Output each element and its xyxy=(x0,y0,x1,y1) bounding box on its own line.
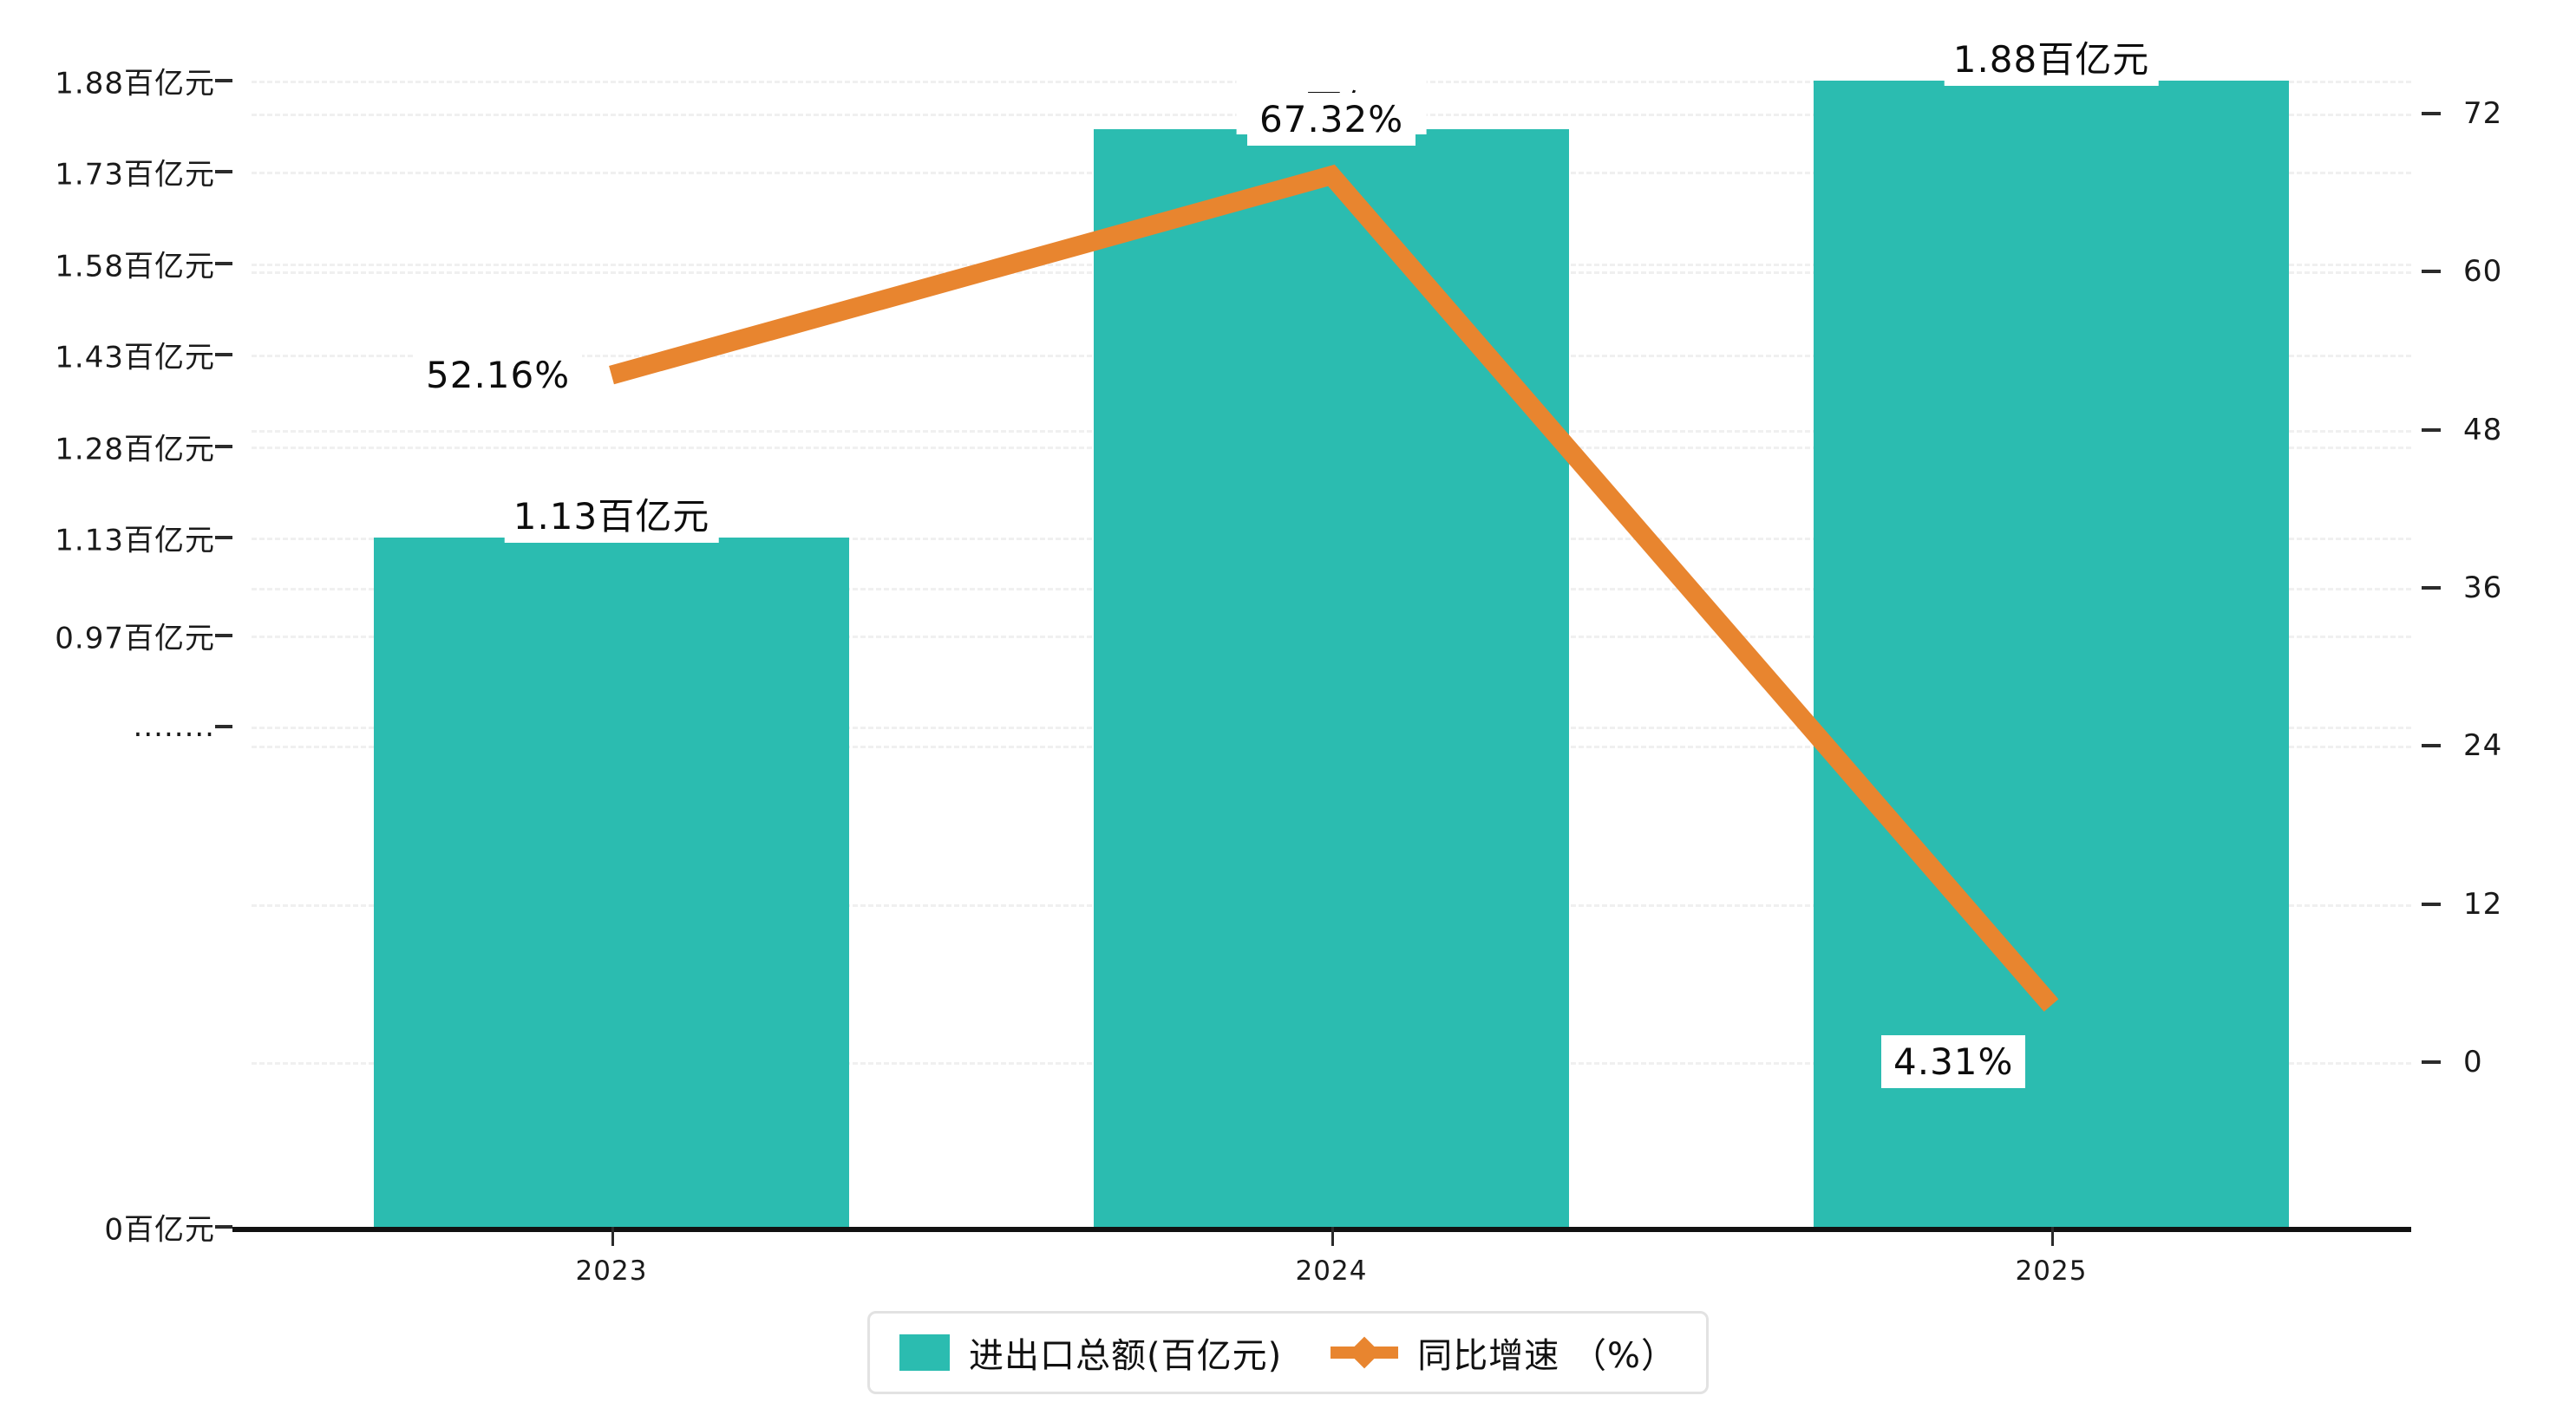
y-tick-label-left-0: 0百亿元 xyxy=(104,1212,215,1248)
y-tick-label-left-7: 1.73百亿元 xyxy=(55,157,215,192)
y-tick-left-5 xyxy=(215,353,232,357)
legend-label-line: 同比增速 （%） xyxy=(1417,1336,1677,1376)
legend-item-bar[interactable]: 进出口总额(百亿元) xyxy=(899,1327,1282,1378)
y-tick-label-left-3: 1.13百亿元 xyxy=(55,523,215,558)
y-tick-right-0 xyxy=(2422,1060,2441,1065)
x-tick-label-2023: 2023 xyxy=(575,1255,648,1287)
y-tick-right-4 xyxy=(2422,427,2441,432)
y-tick-left-6 xyxy=(215,261,232,265)
y-tick-label-right-3: 36 xyxy=(2463,571,2503,606)
y-tick-right-3 xyxy=(2422,586,2441,590)
y-tick-label-left-1: ........ xyxy=(133,709,215,745)
line-value-label-2024: 67.32% xyxy=(1247,93,1416,147)
y-tick-left-2 xyxy=(215,633,232,637)
bar-2023[interactable] xyxy=(374,538,849,1227)
x-tick-label-2024: 2024 xyxy=(1295,1255,1368,1287)
bar-value-label-2025: 1.88百亿元 xyxy=(1944,27,2159,86)
chart-legend[interactable]: 进出口总额(百亿元) 同比增速 （%） xyxy=(867,1311,1709,1394)
line-value-label-2023: 52.16% xyxy=(414,349,583,402)
y-tick-left-3 xyxy=(215,536,232,540)
y-tick-left-1 xyxy=(215,725,232,729)
line-value-label-2025: 4.31% xyxy=(1881,1034,2026,1088)
y-tick-label-left-4: 1.28百亿元 xyxy=(55,432,215,467)
x-tick-label-2025: 2025 xyxy=(2015,1255,2088,1287)
y-tick-label-right-6: 72 xyxy=(2463,96,2503,132)
y-tick-left-0 xyxy=(215,1225,232,1229)
y-tick-label-left-5: 1.43百亿元 xyxy=(55,340,215,375)
y-tick-label-left-8: 1.88百亿元 xyxy=(55,66,215,101)
line-swatch-icon xyxy=(1330,1334,1399,1371)
legend-item-line[interactable]: 同比增速 （%） xyxy=(1330,1327,1677,1378)
y-tick-right-5 xyxy=(2422,270,2441,274)
y-tick-right-6 xyxy=(2422,112,2441,116)
bar-value-label-2023: 1.13百亿元 xyxy=(504,485,719,544)
bar-2024[interactable] xyxy=(1094,129,1569,1227)
legend-label-bar: 进出口总额(百亿元) xyxy=(969,1336,1283,1376)
y-tick-right-2 xyxy=(2422,744,2441,748)
y-tick-left-8 xyxy=(215,78,232,82)
y-tick-label-right-5: 60 xyxy=(2463,254,2503,290)
y-tick-label-right-0: 0 xyxy=(2463,1045,2483,1080)
y-tick-left-4 xyxy=(215,444,232,448)
y-tick-label-right-2: 24 xyxy=(2463,728,2503,764)
x-axis-line xyxy=(232,1227,2411,1232)
x-tick-2025 xyxy=(2051,1227,2054,1246)
x-tick-2023 xyxy=(611,1227,614,1246)
y-tick-label-left-2: 0.97百亿元 xyxy=(55,621,215,656)
x-tick-2024 xyxy=(1331,1227,1334,1246)
y-tick-label-left-6: 1.58百亿元 xyxy=(55,249,215,284)
y-tick-right-1 xyxy=(2422,902,2441,906)
bar-swatch-icon xyxy=(899,1334,951,1371)
y-tick-left-7 xyxy=(215,170,232,174)
y-tick-label-right-1: 12 xyxy=(2463,886,2503,922)
y-tick-label-right-4: 48 xyxy=(2463,412,2503,447)
